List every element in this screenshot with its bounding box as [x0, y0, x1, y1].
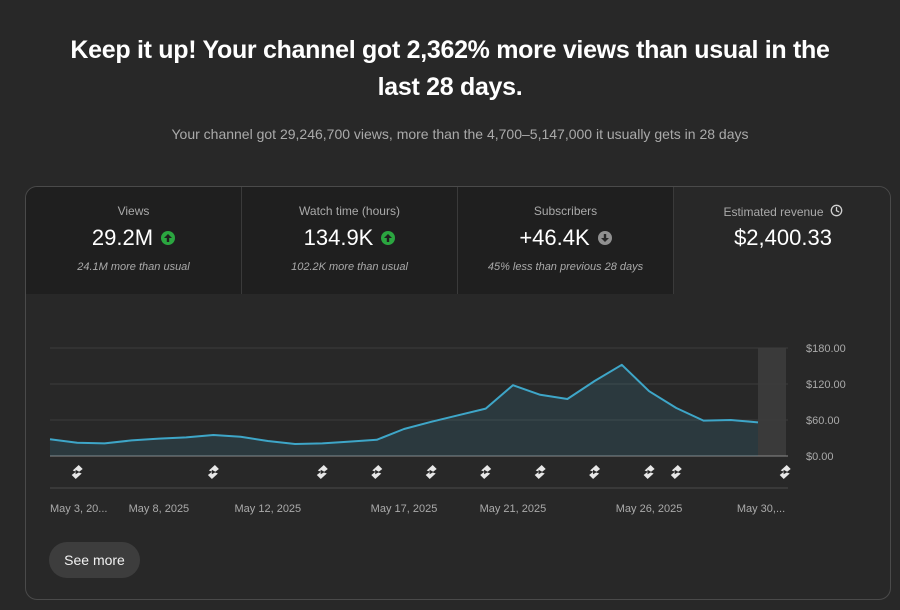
arrow-up-icon	[161, 231, 176, 245]
metric-note: 45% less than previous 28 days	[487, 261, 644, 273]
metric-label: Subscribers	[533, 204, 598, 218]
shorts-icon	[779, 465, 791, 479]
metric-watch-time[interactable]: Watch time (hours) 134.9K 102.2K more th…	[242, 187, 458, 294]
metric-value: $2,400.33	[734, 225, 832, 250]
shorts-icon	[534, 465, 546, 479]
shorts-icon	[480, 465, 492, 479]
x-tick-label: May 26, 2025	[616, 503, 683, 515]
see-more-button[interactable]: See more	[49, 542, 140, 578]
metric-label: Estimated revenue	[723, 205, 824, 219]
shorts-icon	[589, 465, 601, 479]
x-tick-label: May 21, 2025	[480, 503, 547, 515]
x-tick-label: May 8, 2025	[129, 503, 190, 515]
x-tick-label: May 30,...	[737, 503, 785, 515]
y-tick-label: $60.00	[806, 415, 840, 427]
shorts-icon	[371, 465, 383, 479]
chart-svg: $0.00 $60.00 $120.00 $180.00 May 3, 20... May…	[49, 343, 846, 515]
metric-views[interactable]: Views 29.2M 24.1M more than usual	[26, 187, 242, 294]
shorts-icon	[316, 465, 328, 479]
x-tick-label: May 3, 20...	[50, 503, 107, 515]
y-tick-label: $0.00	[806, 451, 834, 463]
metric-label: Views	[117, 204, 150, 218]
shorts-icon	[71, 465, 83, 479]
headline: Keep it up! Your channel got 2,362% more…	[70, 36, 830, 101]
shorts-icon	[425, 465, 437, 479]
x-tick-label: May 12, 2025	[235, 503, 302, 515]
y-tick-label: $120.00	[806, 379, 846, 391]
metric-value: 29.2M	[91, 225, 154, 250]
metric-label: Watch time (hours)	[299, 204, 400, 218]
arrow-up-icon	[381, 231, 396, 245]
metric-note: 102.2K more than usual	[291, 261, 408, 273]
shorts-icon	[670, 465, 682, 479]
shorts-icon	[207, 465, 219, 479]
arrow-down-icon	[597, 231, 612, 245]
series-line	[49, 363, 759, 445]
subline: Your channel got 29,246,700 views, more …	[171, 126, 749, 142]
series-area	[50, 364, 758, 456]
metric-estimated-revenue[interactable]: Estimated revenue $2,400.33	[674, 187, 890, 294]
partial-period-shade	[758, 348, 786, 456]
revenue-chart: $0.00 $60.00 $120.00 $180.00 May 3, 20... May…	[26, 294, 890, 524]
metric-subscribers[interactable]: Subscribers +46.4K 45% less than previou…	[458, 187, 674, 294]
metric-value: 134.9K	[303, 225, 374, 250]
x-tick-label: May 17, 2025	[371, 503, 438, 515]
clock-icon	[830, 204, 843, 220]
y-tick-label: $180.00	[806, 343, 846, 355]
metrics-row: Views 29.2M 24.1M more than usual Watch …	[26, 187, 890, 294]
shorts-icon	[643, 465, 655, 479]
metric-note: 24.1M more than usual	[77, 261, 190, 273]
metric-value: +46.4K	[519, 225, 590, 250]
analytics-card: Views 29.2M 24.1M more than usual Watch …	[25, 186, 891, 600]
